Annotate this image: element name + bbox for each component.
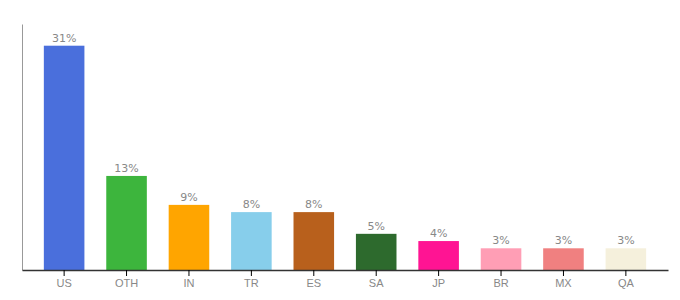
bar bbox=[606, 248, 647, 270]
x-tick-line bbox=[64, 270, 65, 276]
x-tick-label: TR bbox=[244, 277, 259, 289]
data-labels: 31% 13% 9% 8% 8% 5% 4% 3% 3% 3% bbox=[52, 32, 635, 248]
chart: USOTHINTRESSAJPBRMXQA31%13%9%8%8%5%4%3%3… bbox=[0, 0, 680, 300]
data-label: 3% bbox=[492, 234, 509, 247]
y-axis-line bbox=[22, 25, 23, 271]
data-label: 3% bbox=[555, 234, 572, 247]
x-tick-label: MX bbox=[555, 277, 572, 289]
data-label: 4% bbox=[430, 227, 447, 240]
bar bbox=[44, 46, 85, 270]
data-label: 8% bbox=[243, 198, 260, 211]
x-tick: SA bbox=[369, 270, 384, 289]
x-tick-line bbox=[376, 270, 377, 276]
bar bbox=[481, 248, 522, 270]
x-tick-line bbox=[625, 270, 626, 276]
data-label: 13% bbox=[114, 162, 138, 175]
bar bbox=[356, 234, 397, 270]
bar bbox=[418, 241, 459, 270]
x-tick: BR bbox=[493, 270, 508, 289]
y-axis bbox=[22, 25, 23, 271]
x-tick: MX bbox=[555, 270, 572, 289]
x-tick-line bbox=[188, 270, 189, 276]
x-axis-line bbox=[23, 270, 669, 272]
x-tick: IN bbox=[183, 270, 194, 289]
x-tick-label: US bbox=[56, 277, 71, 289]
data-label: 31% bbox=[52, 32, 76, 45]
x-tick-label: OTH bbox=[115, 277, 138, 289]
x-tick: US bbox=[56, 270, 71, 289]
data-label: 5% bbox=[367, 220, 384, 233]
x-tick-label: SA bbox=[369, 277, 384, 289]
x-tick: OTH bbox=[115, 270, 138, 289]
bar bbox=[231, 212, 272, 270]
data-label: 8% bbox=[305, 198, 322, 211]
x-tick-line bbox=[251, 270, 252, 276]
x-tick-line bbox=[501, 270, 502, 276]
data-label: 9% bbox=[180, 191, 197, 204]
bar bbox=[106, 176, 147, 270]
bar bbox=[169, 205, 210, 270]
x-tick: ES bbox=[306, 270, 321, 289]
x-tick-line bbox=[126, 270, 127, 276]
x-tick-line bbox=[313, 270, 314, 276]
x-tick-line bbox=[438, 270, 439, 276]
x-tick-label: ES bbox=[306, 277, 321, 289]
x-tick-line bbox=[563, 270, 564, 276]
plot: USOTHINTRESSAJPBRMXQA31%13%9%8%8%5%4%3%3… bbox=[23, 25, 669, 289]
x-tick: TR bbox=[244, 270, 259, 289]
data-label: 3% bbox=[617, 234, 634, 247]
bar bbox=[543, 248, 584, 270]
x-tick-label: IN bbox=[183, 277, 194, 289]
bar bbox=[294, 212, 335, 270]
x-tick-label: BR bbox=[493, 277, 508, 289]
x-tick: JP bbox=[432, 270, 445, 289]
bars bbox=[44, 46, 646, 270]
x-axis: US OTH IN TR ES SA JP BR MX QA bbox=[23, 270, 669, 289]
x-tick-label: JP bbox=[432, 277, 445, 289]
x-tick-label: QA bbox=[618, 277, 635, 289]
x-tick: QA bbox=[618, 270, 635, 289]
